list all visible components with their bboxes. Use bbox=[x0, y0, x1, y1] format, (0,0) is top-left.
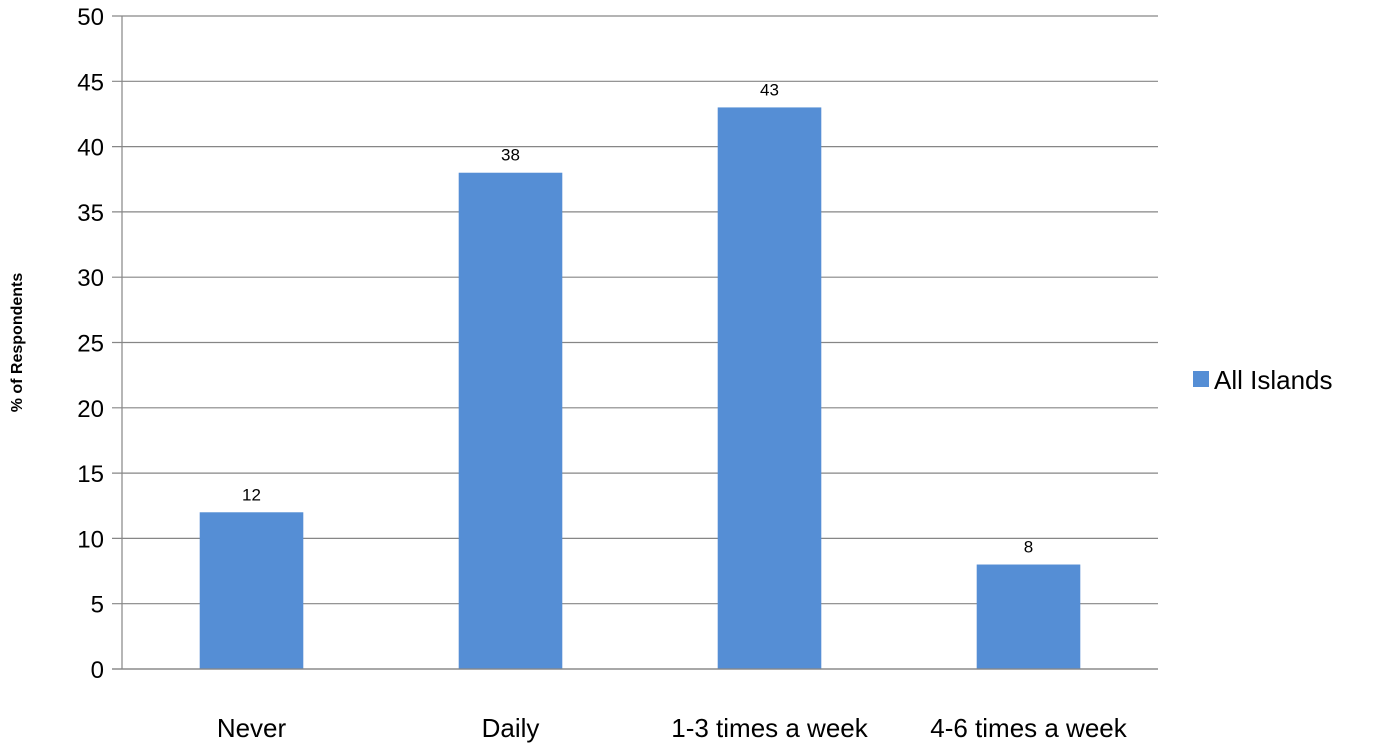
y-tick-label: 20 bbox=[77, 396, 104, 423]
y-tick-label: 40 bbox=[77, 135, 104, 162]
y-tick-label: 35 bbox=[77, 200, 104, 227]
x-category-label: Never bbox=[217, 713, 287, 743]
y-tick-label: 30 bbox=[77, 265, 104, 292]
legend-swatch-all-islands bbox=[1193, 371, 1209, 387]
x-category-label: 4-6 times a week bbox=[930, 713, 1128, 743]
data-labels: 12 38 43 8 bbox=[242, 80, 1033, 556]
bar bbox=[458, 172, 563, 669]
legend: All Islands bbox=[1193, 365, 1333, 395]
y-tick-label: 50 bbox=[77, 4, 104, 31]
bar bbox=[199, 512, 304, 669]
data-label: 12 bbox=[242, 485, 261, 504]
y-axis-ticks: 0 5 10 15 20 25 30 35 40 45 50 bbox=[77, 4, 104, 684]
data-label: 43 bbox=[760, 80, 779, 99]
data-label: 8 bbox=[1024, 538, 1033, 557]
x-category-label: Daily bbox=[482, 713, 540, 743]
y-tick-label: 0 bbox=[91, 657, 104, 684]
y-tick-label: 25 bbox=[77, 331, 104, 358]
legend-label-all-islands: All Islands bbox=[1214, 365, 1333, 395]
bars bbox=[199, 107, 1081, 670]
bar bbox=[976, 564, 1081, 669]
y-tick-label: 10 bbox=[77, 526, 104, 553]
data-label: 38 bbox=[501, 146, 520, 165]
y-axis-title: % of Respondents bbox=[9, 273, 26, 413]
x-axis-categories: Never Daily 1-3 times a week 4-6 times a we… bbox=[217, 713, 1128, 743]
bar bbox=[717, 107, 822, 670]
y-tick-label: 15 bbox=[77, 461, 104, 488]
y-tick-label: 5 bbox=[91, 592, 104, 619]
x-category-label: 1-3 times a week bbox=[671, 713, 869, 743]
y-tick-label: 45 bbox=[77, 69, 104, 96]
